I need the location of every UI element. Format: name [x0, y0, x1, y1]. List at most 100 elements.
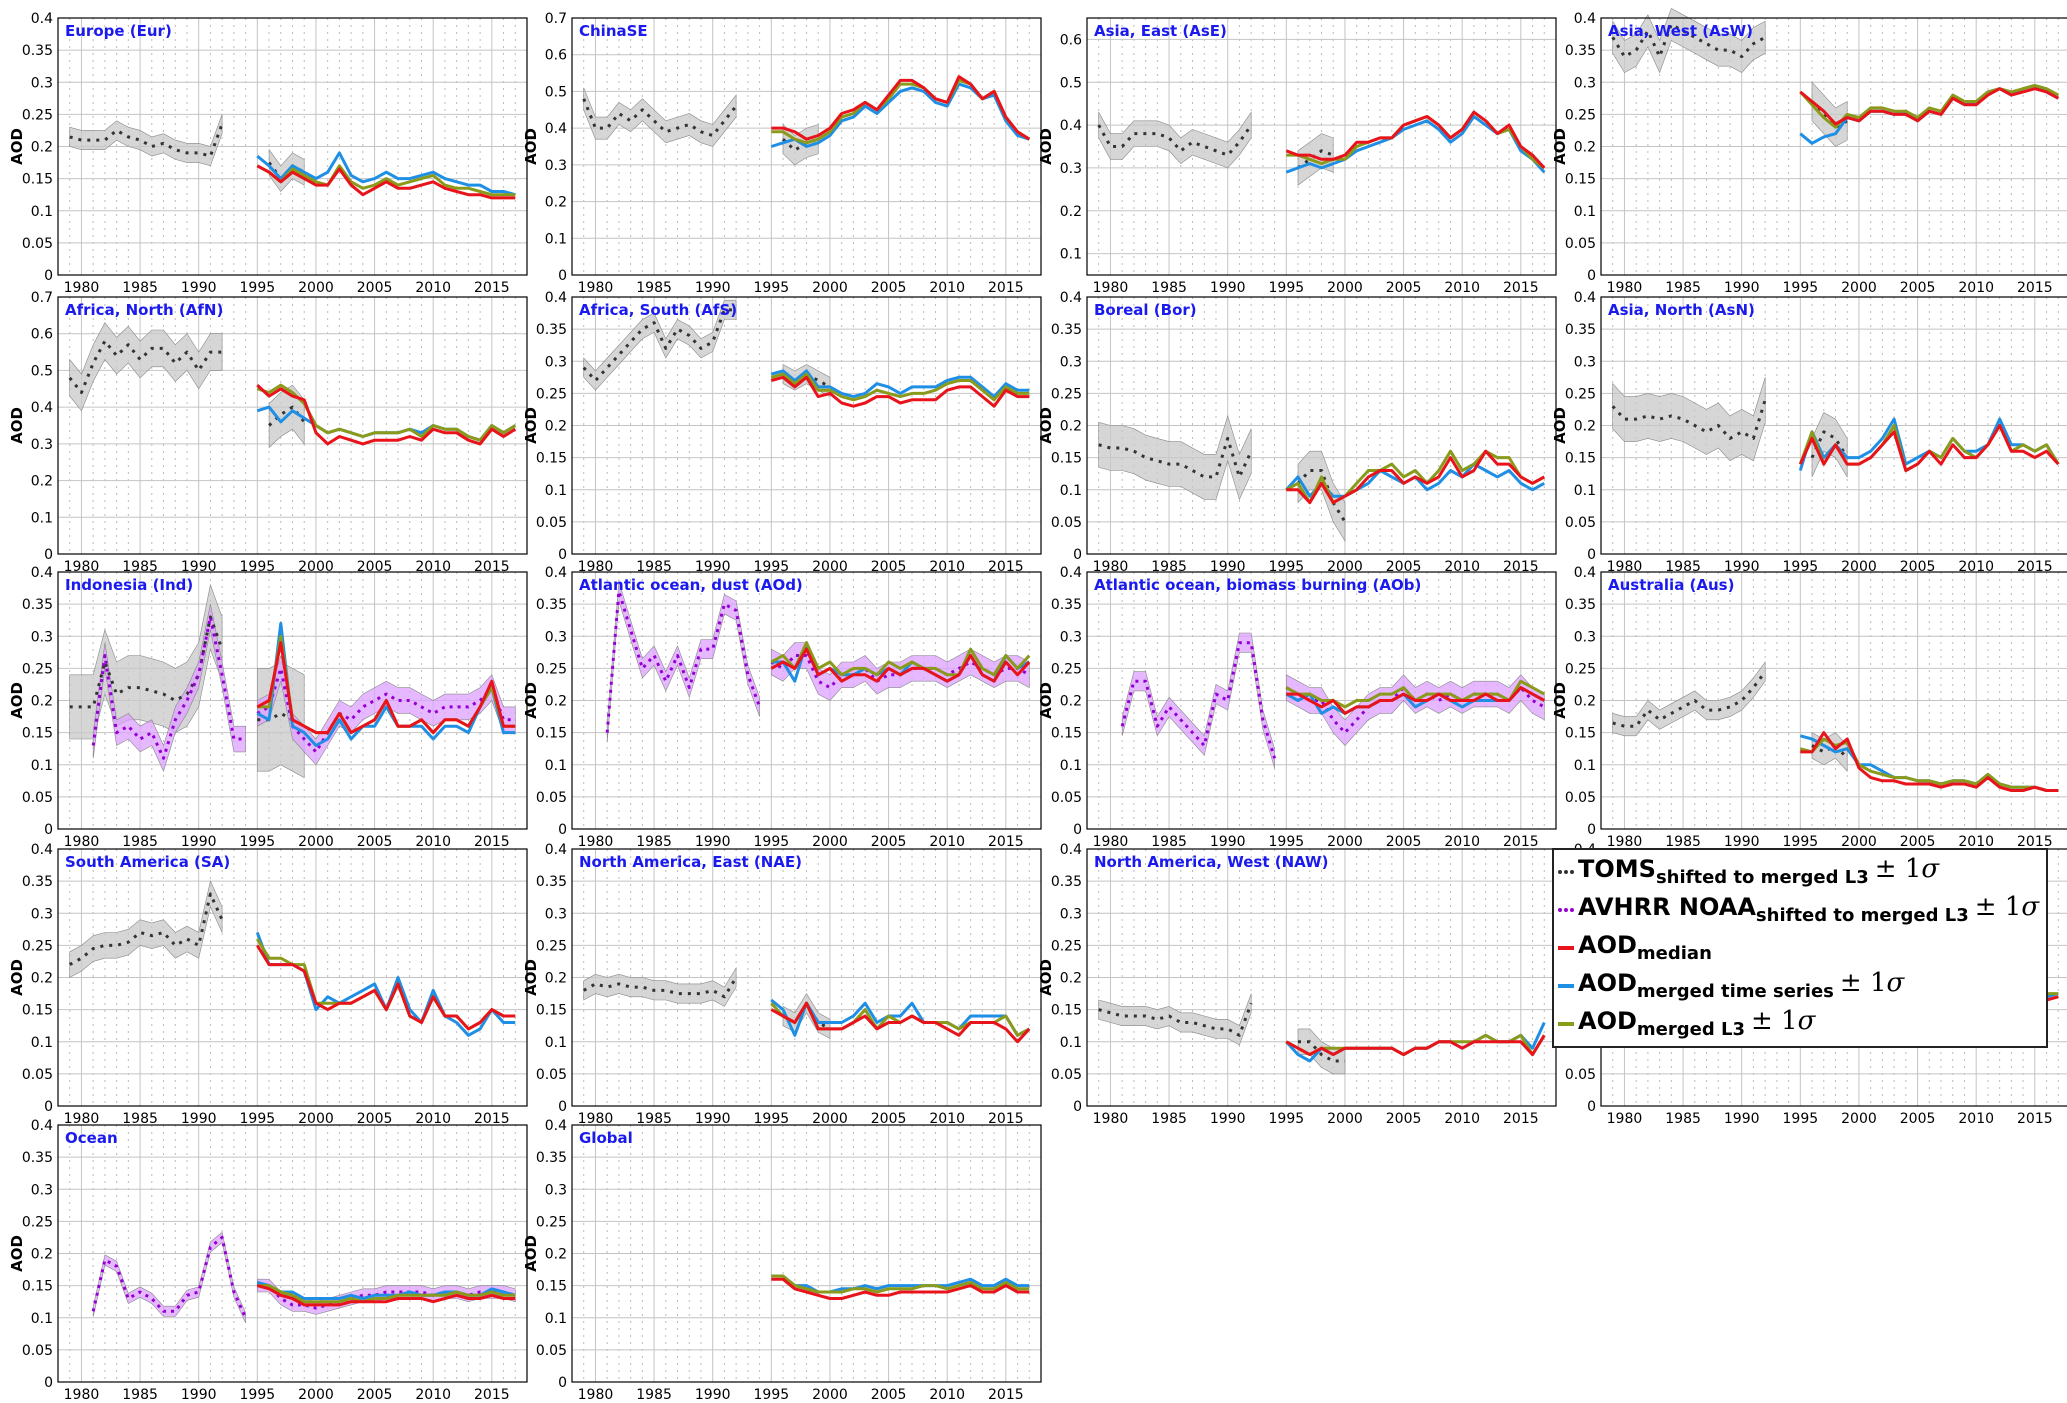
y-tick-label: 0: [44, 268, 53, 284]
legend-label-avhrr: AVHRR NOAA: [1578, 893, 1756, 921]
x-tick-label: 1995: [240, 1111, 276, 1127]
x-tick-label: 1985: [636, 1111, 672, 1127]
chart-title: Africa, South (AfS): [579, 301, 737, 319]
series-median: [771, 75, 1031, 141]
y-tick-label: 0.15: [22, 1003, 53, 1019]
y-axis-label: AOD: [522, 1235, 540, 1272]
y-tick-label: 0.2: [545, 195, 567, 211]
y-tick-label: 0.2: [1060, 419, 1082, 435]
y-tick-label: 0.4: [31, 1118, 53, 1134]
x-tick-label: 2015: [988, 280, 1024, 296]
x-tick-label: 2000: [298, 1387, 334, 1403]
x-tick-label: 2015: [1503, 1111, 1539, 1127]
chart-title: Asia, West (AsW): [1608, 22, 1753, 40]
y-tick-label: 0.25: [1051, 386, 1082, 402]
band-toms: [583, 87, 737, 147]
y-tick-label: 0.35: [1565, 43, 1596, 59]
x-tick-label: 2000: [812, 559, 848, 575]
y-axis-label: AOD: [1037, 959, 1055, 996]
x-tick-label: 2005: [871, 834, 907, 850]
x-tick-label: 2000: [298, 280, 334, 296]
series-merged_ts: [256, 621, 516, 747]
x-tick-label: 1990: [695, 280, 731, 296]
x-tick-label: 2010: [1444, 834, 1480, 850]
x-tick-label: 2015: [1503, 834, 1539, 850]
y-tick-label: 0.05: [22, 1067, 53, 1083]
y-tick-label: 0: [1073, 822, 1082, 838]
y-tick-label: 0.15: [22, 172, 53, 188]
series-median: [771, 1277, 1030, 1300]
x-tick-label: 1985: [1665, 834, 1701, 850]
series-merged_l3: [770, 372, 1030, 402]
x-tick-label: 1995: [1269, 834, 1305, 850]
y-tick-label: 0: [1587, 822, 1596, 838]
x-tick-label: 2010: [1444, 1111, 1480, 1127]
y-tick-label: 0.35: [536, 322, 567, 338]
y-tick-label: 0.1: [31, 758, 53, 774]
y-tick-label: 0.4: [1060, 118, 1082, 134]
x-tick-label: 1995: [754, 1387, 790, 1403]
x-tick-label: 2000: [1327, 280, 1363, 296]
y-tick-label: 0.35: [536, 1150, 567, 1166]
y-tick-label: 0.4: [1060, 565, 1082, 581]
y-tick-label: 0.25: [22, 107, 53, 123]
x-tick-label: 1985: [1665, 559, 1701, 575]
y-tick-label: 0.15: [1051, 451, 1082, 467]
chart-australia-aus: 0 0.05 0.1 0.15 0.2 0.25 0.3 0.35 0.4 1980 1985 199…: [1551, 565, 2067, 850]
x-tick-label: 1990: [181, 1111, 217, 1127]
y-axis-label: AOD: [522, 407, 540, 444]
y-tick-label: 0.4: [1060, 842, 1082, 858]
plot-frame: [57, 571, 528, 830]
y-tick-label: 0.15: [1565, 172, 1596, 188]
y-tick-label: 0.5: [31, 363, 53, 379]
x-tick-label: 2015: [474, 280, 510, 296]
chart-north-america-west-naw: 0 0.05 0.1 0.15 0.2 0.25 0.3 0.35 0.4 1980 1985 199…: [1037, 842, 1557, 1127]
y-tick-label: 0.2: [31, 140, 53, 156]
series-median: [1285, 110, 1546, 169]
y-tick-label: 0.3: [1574, 75, 1596, 91]
y-axis-label: AOD: [8, 128, 26, 165]
x-tick-label: 2005: [357, 1387, 393, 1403]
y-tick-label: 0.2: [31, 971, 53, 987]
legend-swatch-median: [1558, 946, 1574, 950]
y-axis-label: AOD: [1551, 407, 1569, 444]
series-median: [770, 375, 1030, 408]
x-tick-label: 2000: [1327, 1111, 1363, 1127]
x-tick-label: 2000: [298, 834, 334, 850]
y-tick-label: 0.35: [1051, 322, 1082, 338]
y-tick-label: 0.3: [1060, 906, 1082, 922]
y-tick-label: 0.2: [1574, 694, 1596, 710]
y-axis-label: AOD: [522, 959, 540, 996]
x-tick-label: 2000: [812, 280, 848, 296]
y-tick-label: 0.35: [1565, 597, 1596, 613]
y-tick-label: 0.05: [1565, 790, 1596, 806]
y-tick-label: 0.05: [536, 515, 567, 531]
x-tick-label: 2015: [474, 559, 510, 575]
x-tick-label: 1990: [695, 1111, 731, 1127]
x-tick-label: 1995: [1269, 1111, 1305, 1127]
x-tick-label: 1995: [240, 1387, 276, 1403]
x-tick-label: 1990: [1724, 1111, 1760, 1127]
y-tick-label: 0.3: [545, 1182, 567, 1198]
x-tick-label: 1990: [181, 559, 217, 575]
y-tick-label: 0.6: [1060, 32, 1082, 48]
y-tick-label: 0.1: [1060, 247, 1082, 263]
y-tick-label: 0.1: [545, 1035, 567, 1051]
plot-frame: [571, 17, 1042, 276]
y-tick-label: 0.4: [545, 290, 567, 306]
legend: TOMSshifted to merged L3 ± 1σ AVHRR NOAAs…: [1552, 848, 2048, 1048]
y-tick-label: 0.15: [536, 726, 567, 742]
x-tick-label: 2010: [929, 834, 965, 850]
x-tick-label: 1980: [64, 280, 100, 296]
x-tick-label: 2010: [929, 280, 965, 296]
y-tick-label: 0.4: [31, 11, 53, 27]
legend-swatch-merged-l3: [1558, 1022, 1574, 1026]
x-tick-label: 2010: [415, 1387, 451, 1403]
y-tick-label: 0.35: [22, 1150, 53, 1166]
x-tick-label: 1990: [1210, 559, 1246, 575]
series-median: [1798, 424, 2060, 472]
x-tick-label: 2015: [2017, 1111, 2053, 1127]
legend-sub-merged-ts: merged time series: [1636, 981, 1834, 1002]
x-tick-label: 2010: [929, 559, 965, 575]
x-tick-label: 2000: [1841, 834, 1877, 850]
